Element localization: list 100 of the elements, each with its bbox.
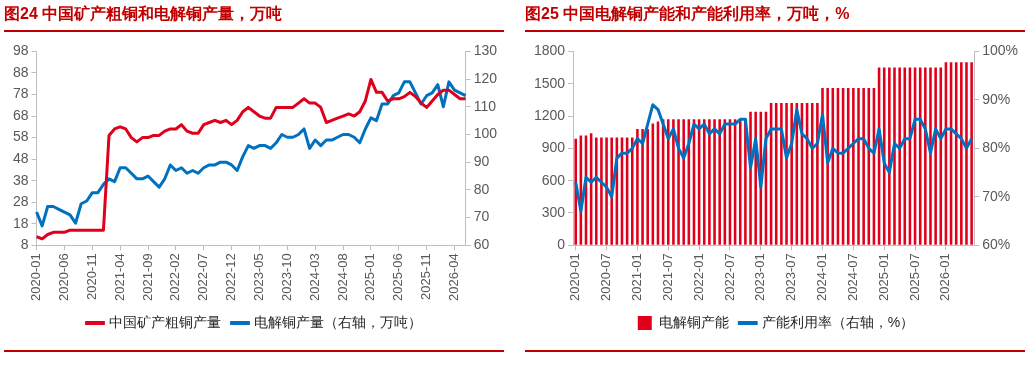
bar	[882, 67, 886, 245]
y2-tick-label: 60%	[982, 236, 1011, 253]
bar	[600, 137, 603, 245]
bar	[816, 103, 819, 245]
y2-tick-label: 130	[473, 42, 498, 59]
bar	[934, 67, 937, 245]
x-tick-label: 2023-07	[783, 253, 799, 302]
bar	[893, 67, 896, 245]
bar	[929, 67, 932, 245]
bar	[965, 62, 968, 245]
x-tick-label: 2024-07	[844, 253, 860, 302]
x-tick-label: 2022-12	[223, 253, 239, 302]
bar	[846, 88, 850, 245]
bar	[898, 67, 901, 245]
y-tick-label: 58	[12, 128, 29, 145]
y2-tick-label: 60	[473, 236, 490, 253]
bar	[862, 88, 865, 245]
legend-label: 电解铜产量（右轴，万吨）	[254, 313, 422, 330]
x-tick-label: 2026-04	[446, 253, 462, 302]
x-tick-label: 2025-07	[906, 253, 922, 302]
bar	[785, 103, 788, 245]
y-tick-label: 38	[12, 171, 29, 188]
x-tick-label: 2023-01	[752, 253, 768, 302]
bar	[924, 67, 927, 245]
x-tick-label: 2025-01	[875, 253, 891, 302]
bar	[810, 103, 814, 245]
y-tick-label: 1500	[533, 74, 566, 91]
x-tick-label: 2021-04	[111, 253, 127, 302]
x-tick-label: 2021-07	[659, 253, 675, 302]
bar	[718, 119, 721, 245]
y-tick-label: 88	[12, 63, 29, 80]
bar	[738, 119, 742, 245]
x-tick-label: 2024-01	[814, 253, 830, 302]
y-tick-label: 68	[12, 106, 29, 123]
bar	[903, 67, 907, 245]
bar	[630, 137, 634, 245]
y2-tick-label: 90%	[982, 90, 1011, 107]
bar	[939, 67, 943, 245]
x-tick-label: 2022-07	[195, 253, 211, 302]
y2-tick-label: 100%	[982, 42, 1019, 59]
y2-tick-label: 80	[473, 180, 490, 197]
x-tick-label: 2020-11	[83, 253, 99, 301]
x-tick-label: 2025-06	[390, 253, 406, 302]
bar	[605, 137, 608, 245]
bar	[960, 62, 963, 245]
bar	[888, 67, 891, 245]
y2-tick-label: 70	[473, 208, 490, 225]
y2-tick-label: 100	[473, 125, 498, 142]
x-tick-label: 2025-01	[362, 253, 378, 302]
y-tick-label: 18	[12, 214, 29, 231]
bar	[708, 119, 711, 245]
x-tick-label: 2023-05	[251, 253, 267, 302]
x-tick-label: 2022-02	[167, 253, 183, 302]
x-tick-label: 2024-03	[306, 253, 322, 302]
y-tick-label: 900	[541, 139, 566, 156]
y-tick-label: 1800	[533, 42, 566, 59]
bar	[852, 88, 855, 245]
legend-label: 中国矿产粗铜产量	[109, 313, 221, 330]
y2-tick-label: 120	[473, 69, 498, 86]
x-tick-label: 2020-06	[56, 253, 72, 302]
bar	[713, 119, 716, 245]
bar	[970, 62, 973, 245]
x-tick-label: 2022-07	[721, 253, 737, 302]
y-tick-label: 1200	[533, 106, 566, 123]
y-tick-label: 48	[12, 149, 29, 166]
bar	[636, 128, 639, 245]
bar	[702, 119, 706, 245]
chart-title: 图25 中国电解铜产能和产能利用率，万吨，%	[525, 4, 1025, 32]
y-tick-label: 28	[12, 193, 29, 210]
y2-tick-label: 70%	[982, 187, 1011, 204]
legend-label: 产能利用率（右轴，%）	[761, 313, 915, 330]
bar	[774, 103, 778, 245]
y-tick-label: 78	[12, 85, 29, 102]
bar	[646, 128, 649, 245]
x-tick-label: 2020-07	[598, 253, 614, 302]
y2-tick-label: 90	[473, 153, 490, 170]
x-tick-label: 2026-01	[937, 253, 953, 302]
y-tick-label: 98	[12, 42, 29, 59]
y-tick-label: 8	[20, 236, 29, 253]
chart-title: 图24 中国矿产粗铜和电解铜产量，万吨	[4, 4, 504, 32]
x-tick-label: 2021-01	[628, 253, 644, 302]
y-tick-label: 300	[541, 203, 566, 220]
x-tick-label: 2024-08	[334, 253, 350, 302]
bar	[677, 119, 680, 245]
bar	[790, 103, 793, 245]
x-tick-label: 2021-09	[139, 253, 155, 302]
bar	[641, 128, 644, 245]
x-tick-label: 2020-01	[28, 253, 44, 302]
y-tick-label: 0	[557, 236, 566, 253]
legend-label: 电解铜产能	[658, 313, 729, 330]
bar	[666, 119, 670, 245]
x-tick-label: 2025-11	[418, 253, 434, 301]
bar	[574, 138, 577, 245]
bar	[857, 88, 860, 245]
y2-tick-label: 80%	[982, 139, 1011, 156]
y-tick-label: 600	[541, 171, 566, 188]
bar	[672, 119, 675, 245]
bar	[780, 103, 783, 245]
bar	[595, 137, 598, 245]
x-tick-label: 2020-01	[567, 253, 583, 302]
